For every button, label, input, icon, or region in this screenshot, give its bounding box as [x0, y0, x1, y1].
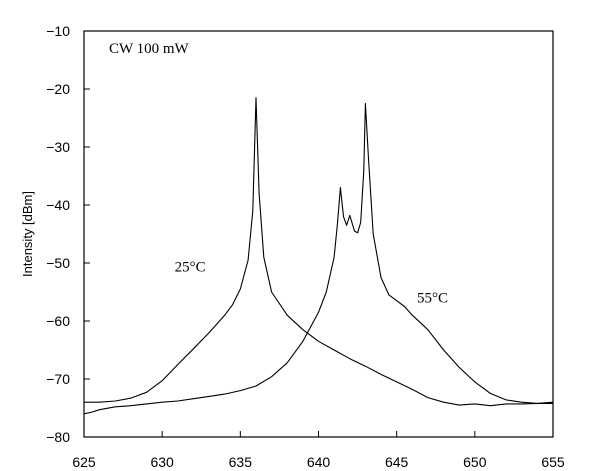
- annotations-layer: CW 100 mW 25°C 55°C: [109, 41, 448, 306]
- x-tick-label: 635: [229, 454, 253, 470]
- series-25c-label: 25°C: [175, 260, 206, 276]
- condition-label: CW 100 mW: [109, 41, 190, 57]
- y-tick-label: −40: [46, 197, 70, 213]
- y-tick-label: −50: [46, 255, 70, 271]
- series-25c-line: [84, 97, 553, 407]
- y-tick-label: −20: [46, 81, 70, 97]
- series-55c-line: [83, 102, 554, 415]
- x-tick-label: 645: [385, 454, 409, 470]
- x-tick-label: 655: [541, 454, 565, 470]
- series-55c-label: 55°C: [417, 290, 448, 306]
- x-tick-label: 630: [150, 454, 174, 470]
- y-tick-label: −10: [46, 23, 70, 39]
- x-tick-label: 625: [72, 454, 96, 470]
- y-tick-label: −80: [46, 429, 70, 445]
- x-tick-label: 640: [307, 454, 331, 470]
- series-layer: [83, 97, 554, 415]
- y-axis-title: Intensity [dBm]: [20, 191, 35, 277]
- y-tick-label: −60: [46, 313, 70, 329]
- y-tick-label: −70: [46, 371, 70, 387]
- y-tick-label: −30: [46, 139, 70, 155]
- x-tick-label: 650: [463, 454, 487, 470]
